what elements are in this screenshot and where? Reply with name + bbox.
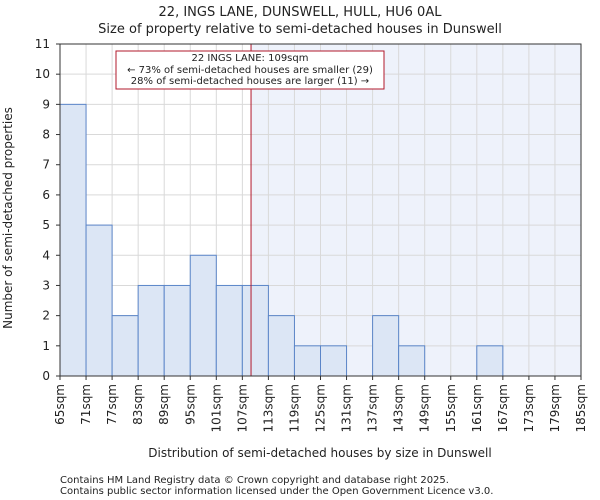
y-tick-label: 8 <box>42 128 50 142</box>
x-tick-label: 167sqm <box>496 384 510 432</box>
y-tick-label: 2 <box>42 309 50 323</box>
x-tick-label: 107sqm <box>235 384 249 432</box>
y-tick-label: 1 <box>42 339 50 353</box>
y-tick-label: 9 <box>42 97 50 111</box>
x-tick-label: 101sqm <box>209 384 223 432</box>
histogram-bar <box>372 315 400 377</box>
y-tick-label: 0 <box>42 369 50 383</box>
x-tick-label: 113sqm <box>261 384 275 432</box>
x-tick-label: 95sqm <box>183 384 197 425</box>
histogram-bar <box>267 315 295 377</box>
histogram-bar <box>59 103 87 377</box>
histogram-bar <box>163 284 191 377</box>
histogram-bar <box>137 284 165 377</box>
x-tick-label: 149sqm <box>418 384 432 432</box>
annotation-box <box>115 50 385 90</box>
histogram-bar <box>189 254 217 377</box>
x-tick-label: 89sqm <box>157 384 171 425</box>
histogram-bar <box>320 345 348 377</box>
x-tick-label: 143sqm <box>392 384 406 432</box>
x-tick-label: 137sqm <box>366 384 380 432</box>
histogram-bar <box>85 224 113 377</box>
x-tick-label: 131sqm <box>340 384 354 432</box>
x-tick-label: 119sqm <box>287 384 301 432</box>
x-tick-label: 161sqm <box>470 384 484 432</box>
y-tick-label: 7 <box>42 158 50 172</box>
footer-line-1: Contains HM Land Registry data © Crown c… <box>60 475 449 486</box>
x-tick-label: 179sqm <box>548 384 562 432</box>
y-axis-label: Number of semi-detached properties <box>1 107 15 329</box>
histogram-bar <box>476 345 504 377</box>
x-tick-label: 65sqm <box>53 384 67 425</box>
y-tick-label: 10 <box>35 67 50 81</box>
chart-subtitle: Size of property relative to semi-detach… <box>98 22 502 37</box>
y-tick-label: 11 <box>35 37 50 51</box>
x-axis-label: Distribution of semi-detached houses by … <box>148 446 491 460</box>
y-tick-label: 6 <box>42 188 50 202</box>
histogram-bar <box>293 345 322 377</box>
x-tick-label: 185sqm <box>574 384 588 432</box>
footer-line-2: Contains public sector information licen… <box>60 486 493 497</box>
larger-region-highlight <box>251 44 582 376</box>
x-tick-label: 173sqm <box>522 384 536 432</box>
y-tick-label: 3 <box>42 278 50 292</box>
x-tick-label: 77sqm <box>105 384 119 425</box>
histogram-bar <box>111 315 139 377</box>
x-tick-label: 71sqm <box>79 384 93 425</box>
histogram-bar <box>241 284 269 377</box>
annotation-line-2: ← 73% of semi-detached houses are smalle… <box>127 65 373 76</box>
x-tick-label: 125sqm <box>314 384 328 432</box>
chart-title: 22, INGS LANE, DUNSWELL, HULL, HU6 0AL <box>159 5 443 20</box>
histogram-bar <box>215 284 243 377</box>
x-tick-label: 83sqm <box>131 384 145 425</box>
y-tick-label: 5 <box>42 218 50 232</box>
annotation-line-3: 28% of semi-detached houses are larger (… <box>131 76 369 87</box>
y-tick-label: 4 <box>42 248 50 262</box>
x-tick-label: 155sqm <box>444 384 458 432</box>
annotation-line-1: 22 INGS LANE: 109sqm <box>192 53 309 64</box>
histogram-bar <box>398 345 426 377</box>
